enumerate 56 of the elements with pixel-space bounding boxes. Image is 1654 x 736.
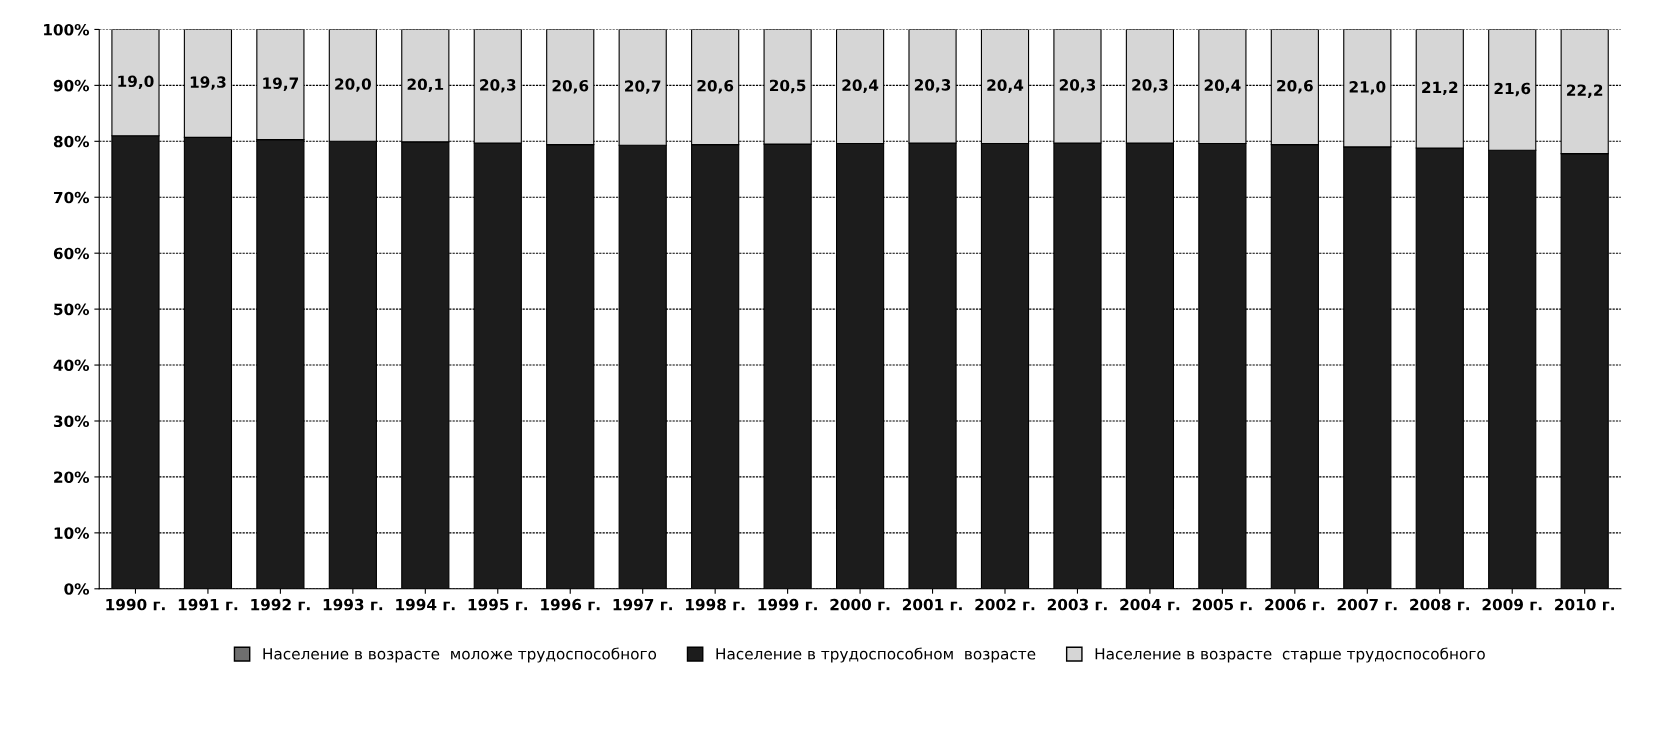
x-tick-label: 1997 г.: [613, 598, 672, 611]
y-tick-label: 100%: [44, 23, 90, 36]
x-tick-label: 1994 г.: [396, 598, 455, 611]
data-label: 20,6: [697, 79, 734, 94]
data-label: 20,1: [407, 78, 444, 93]
data-label: 20,3: [1059, 79, 1096, 93]
data-label: 20,5: [769, 79, 806, 94]
y-tick-label: 60%: [53, 247, 90, 260]
data-label: 20,7: [625, 80, 661, 94]
data-label: 20,4: [987, 79, 1024, 93]
x-tick-label: 2006 г.: [1265, 598, 1325, 611]
y-tick-label: 10%: [54, 527, 90, 539]
x-tick-label: 2003 г.: [1047, 598, 1107, 611]
x-tick-label: 2002 г.: [975, 598, 1035, 611]
x-tick-label: 2001 г.: [902, 598, 962, 611]
x-tick-label: 2010 г.: [1555, 598, 1614, 611]
x-tick-label: 1992 г.: [251, 598, 310, 611]
y-tick-label: 80%: [53, 135, 90, 148]
data-label: 20,3: [480, 79, 516, 93]
x-tick-label: 1999 г.: [758, 598, 817, 611]
y-tick-label: 70%: [53, 191, 90, 204]
x-tick-label: 2000 г.: [830, 598, 890, 611]
data-label: 21,2: [1422, 81, 1458, 96]
y-tick-label: 20%: [54, 471, 90, 483]
x-tick-label: 2009 г.: [1482, 598, 1542, 611]
data-label: 20,3: [1132, 79, 1168, 93]
x-tick-label: 2005 г.: [1192, 598, 1252, 611]
y-tick-label: 90%: [53, 79, 90, 92]
y-tick-label: 30%: [53, 415, 90, 428]
data-label: 21,0: [1349, 81, 1386, 95]
x-tick-label: 2004 г.: [1120, 598, 1180, 611]
y-tick-label: 50%: [54, 303, 90, 316]
x-tick-label: 2007 г.: [1337, 598, 1397, 611]
x-tick-label: 1998 г.: [686, 598, 745, 611]
data-label: 20,6: [1277, 79, 1313, 94]
data-label: 19,7: [263, 77, 299, 91]
data-label: 20,4: [1204, 79, 1241, 93]
legend-label: Население в возрасте старше трудоспособного: [1095, 647, 1485, 663]
data-label: 20,0: [335, 78, 371, 92]
legend-label: Население в трудоспособном возрасте: [716, 647, 1036, 663]
data-label: 19,3: [190, 76, 226, 90]
y-tick-label: 0%: [64, 583, 90, 595]
x-tick-label: 1990 г.: [106, 598, 165, 611]
x-tick-label: 1996 г.: [541, 598, 600, 611]
x-tick-label: 1993 г.: [323, 598, 383, 611]
legend-label: Население в возрасте моложе трудоспособного: [263, 647, 657, 663]
data-label: 20,4: [842, 79, 879, 93]
y-tick-label: 40%: [53, 359, 90, 372]
x-tick-label: 1995 г.: [468, 598, 528, 611]
x-tick-label: 2008 г.: [1410, 598, 1470, 611]
data-label: 20,6: [552, 79, 589, 94]
data-label: 20,3: [914, 79, 951, 93]
data-label: 21,6: [1494, 82, 1531, 97]
x-tick-label: 1991 г.: [178, 598, 238, 611]
data-label: 19,0: [118, 75, 154, 89]
data-label: 22,2: [1567, 84, 1603, 98]
